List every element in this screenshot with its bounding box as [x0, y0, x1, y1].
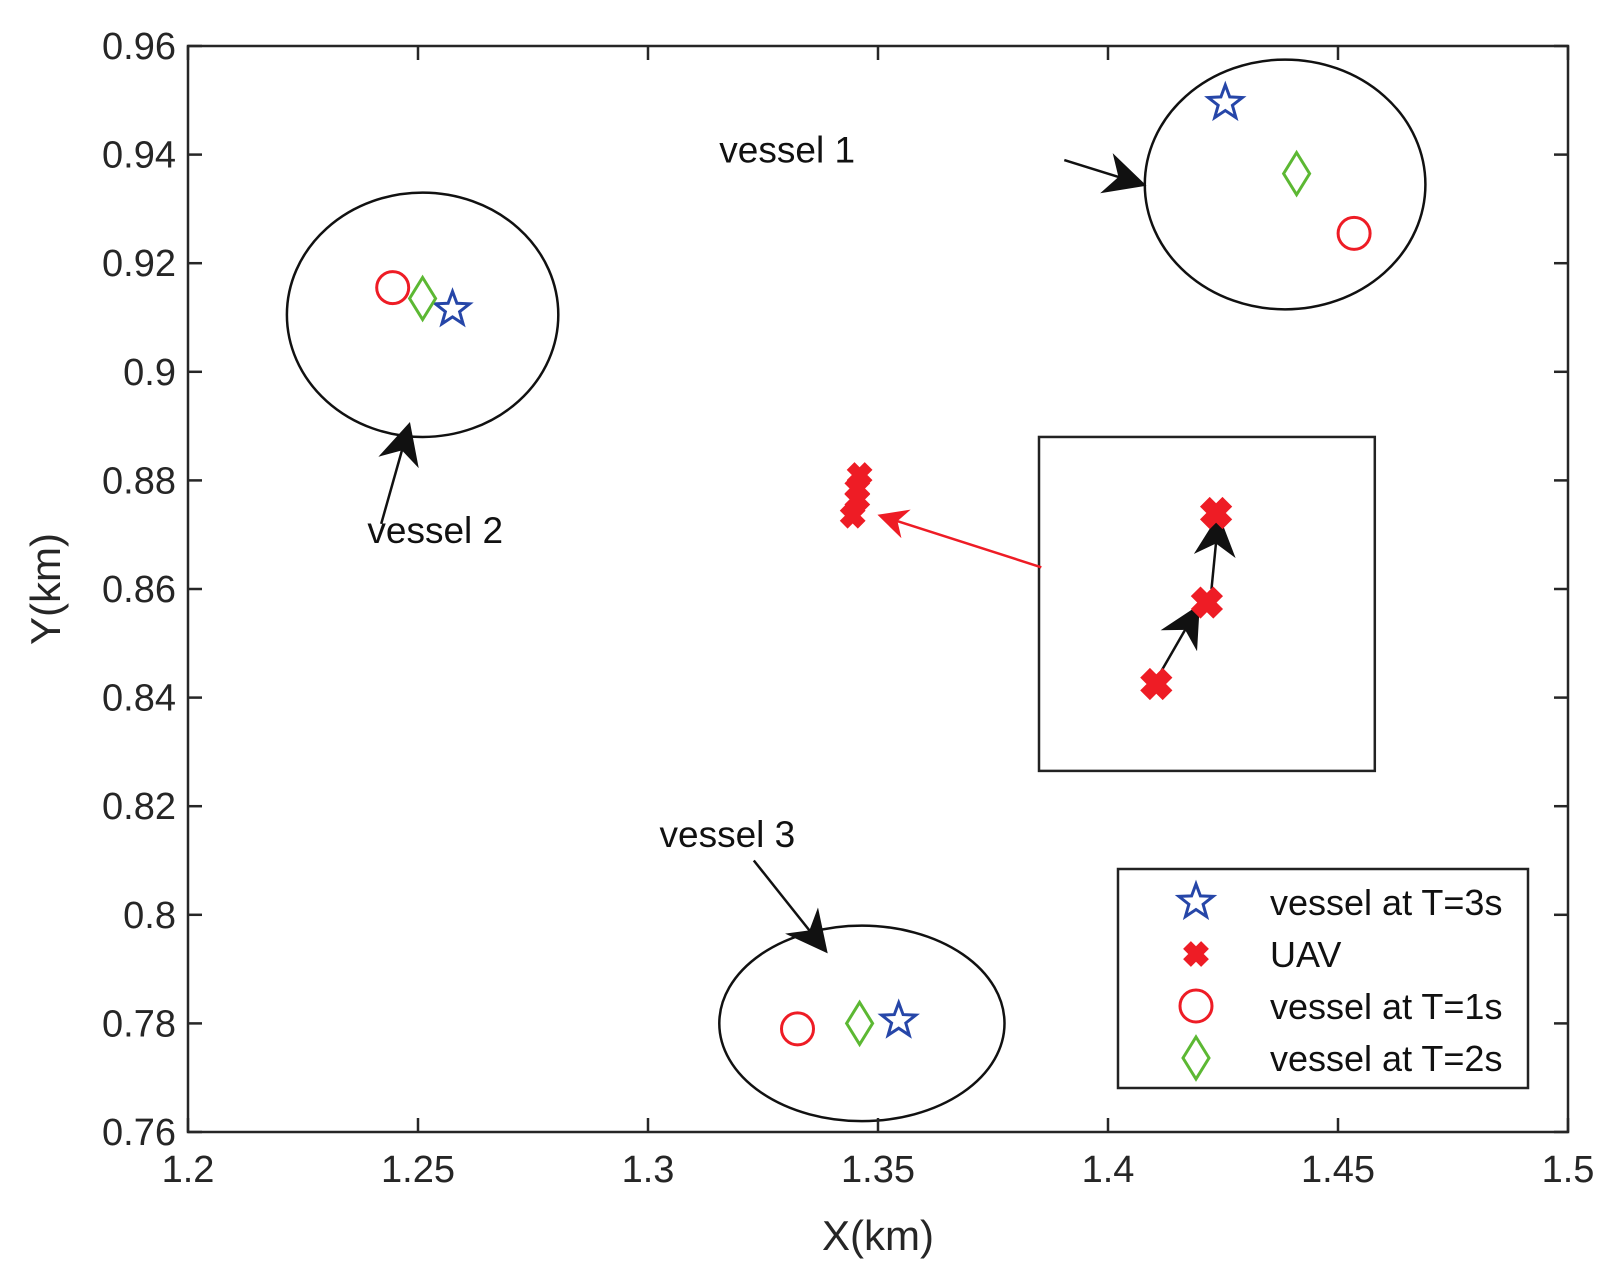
legend-x-marker: [1183, 941, 1209, 967]
x-tick-label: 1.2: [162, 1149, 215, 1191]
x-tick-label: 1.35: [841, 1149, 915, 1191]
vessel-1-range: [1143, 58, 1427, 311]
diamond-marker: [844, 999, 875, 1048]
star-marker: [1204, 80, 1247, 122]
x-tick-label: 1.25: [381, 1149, 455, 1191]
legend-label: vessel at T=3s: [1270, 882, 1502, 923]
y-tick-label: 0.96: [102, 26, 176, 68]
legend-circle-marker: [1178, 988, 1214, 1024]
annotation-label: vessel 1: [719, 130, 855, 171]
legend: vessel at T=3s UAV vessel at T=1s vessel at…: [1116, 867, 1530, 1090]
circle-marker: [1336, 215, 1372, 251]
x-tick-label: 1.5: [1542, 1149, 1595, 1191]
star-marker: [431, 287, 474, 328]
x-tick-label: 1.4: [1082, 1149, 1135, 1191]
annotations: vessel 1 vessel 2 vessel 3: [367, 130, 1147, 954]
annotation-arrow: [1063, 153, 1147, 194]
inset-uav-marker: [1190, 586, 1224, 619]
inset-uav-marker: [1199, 496, 1233, 530]
legend-label: vessel at T=1s: [1270, 986, 1502, 1027]
annotation-label: vessel 3: [660, 814, 796, 855]
y-tick-label: 0.86: [102, 569, 176, 611]
diamond-marker: [407, 274, 438, 323]
x-axis-label: X(km): [822, 1212, 934, 1259]
y-tick-label: 0.84: [102, 678, 176, 720]
y-tick-label: 0.94: [102, 135, 176, 177]
zoom-inset: [1037, 435, 1377, 773]
inset-arrow: [1157, 604, 1200, 677]
y-tick-label: 0.82: [102, 786, 176, 828]
annotation-arrow: [752, 859, 828, 954]
axes: 1.2 1.25 1.3 1.35 1.4 1.45 1.5 0.76 0.78 0.8 0.82 0…: [22, 26, 1594, 1259]
star-marker: [877, 998, 920, 1039]
circle-marker: [375, 270, 411, 306]
vessel-3-range: [718, 924, 1006, 1123]
y-tick-label: 0.9: [123, 352, 176, 394]
inset-uav-marker: [1140, 667, 1173, 701]
legend-star-marker: [1174, 879, 1218, 921]
inset-arrow: [1193, 514, 1236, 590]
y-tick-label: 0.76: [102, 1112, 176, 1154]
x-tick-label: 1.45: [1301, 1149, 1375, 1191]
y-tick-label: 0.92: [102, 243, 176, 285]
y-axis-label: Y(km): [22, 533, 69, 645]
circle-marker: [780, 1011, 815, 1047]
y-tick-label: 0.88: [102, 460, 176, 502]
vessel-2-range: [285, 191, 560, 439]
annotation-label: vessel 2: [367, 510, 503, 551]
data-markers: [375, 80, 1372, 1048]
x-marker: [839, 502, 866, 529]
x-marker: [846, 462, 873, 488]
annotation-arrow: [378, 422, 419, 525]
legend-diamond-marker: [1181, 1034, 1211, 1082]
y-tick-label: 0.8: [123, 895, 176, 937]
legend-label: vessel at T=2s: [1270, 1038, 1502, 1079]
x-tick-label: 1.3: [622, 1149, 675, 1191]
legend-label: UAV: [1270, 934, 1341, 975]
diamond-marker: [1281, 149, 1312, 198]
annotation-arrow: [877, 509, 1042, 569]
y-tick-label: 0.78: [102, 1003, 176, 1045]
